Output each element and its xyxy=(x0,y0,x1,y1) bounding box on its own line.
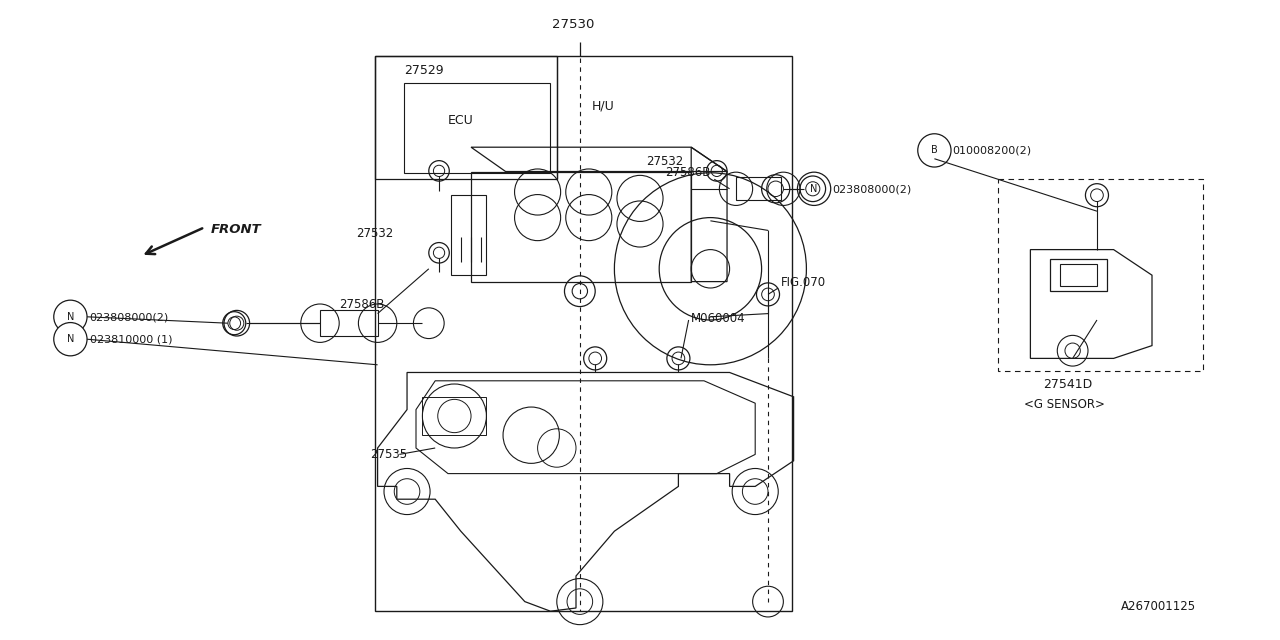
Bar xyxy=(998,179,1203,371)
Text: M060004: M060004 xyxy=(691,312,746,325)
Text: 27586B: 27586B xyxy=(339,298,384,310)
Text: 023808000(2): 023808000(2) xyxy=(90,312,169,323)
Bar xyxy=(736,177,781,200)
Bar xyxy=(451,195,486,275)
Text: FRONT: FRONT xyxy=(211,223,262,236)
Bar xyxy=(422,397,486,435)
Circle shape xyxy=(797,172,831,205)
Text: 023810000 (1): 023810000 (1) xyxy=(90,335,172,345)
Circle shape xyxy=(918,134,951,167)
Bar xyxy=(1050,259,1107,291)
Text: 27541D: 27541D xyxy=(1043,378,1092,390)
Text: 27530: 27530 xyxy=(552,18,594,31)
Bar xyxy=(375,56,557,179)
Text: 27529: 27529 xyxy=(404,64,444,77)
Circle shape xyxy=(54,300,87,333)
Bar xyxy=(320,310,378,336)
Text: ECU: ECU xyxy=(448,114,474,127)
Text: FIG.070: FIG.070 xyxy=(781,276,826,289)
Text: N: N xyxy=(67,312,74,322)
Circle shape xyxy=(54,323,87,356)
Text: <G SENSOR>: <G SENSOR> xyxy=(1024,398,1105,411)
Bar xyxy=(375,56,792,611)
Bar xyxy=(404,83,550,173)
Text: 27532: 27532 xyxy=(356,227,393,240)
Text: 010008200(2): 010008200(2) xyxy=(952,146,1032,156)
Text: B: B xyxy=(931,145,938,156)
Text: A267001125: A267001125 xyxy=(1121,600,1197,613)
Bar xyxy=(471,172,691,282)
Text: N: N xyxy=(810,184,818,194)
Text: H/U: H/U xyxy=(591,99,614,112)
Bar xyxy=(1060,264,1097,286)
Text: 023808000(2): 023808000(2) xyxy=(832,184,911,195)
Text: 27532: 27532 xyxy=(646,155,684,168)
Text: N: N xyxy=(67,334,74,344)
Text: 27535: 27535 xyxy=(370,448,407,461)
Text: 27586B: 27586B xyxy=(666,166,710,179)
